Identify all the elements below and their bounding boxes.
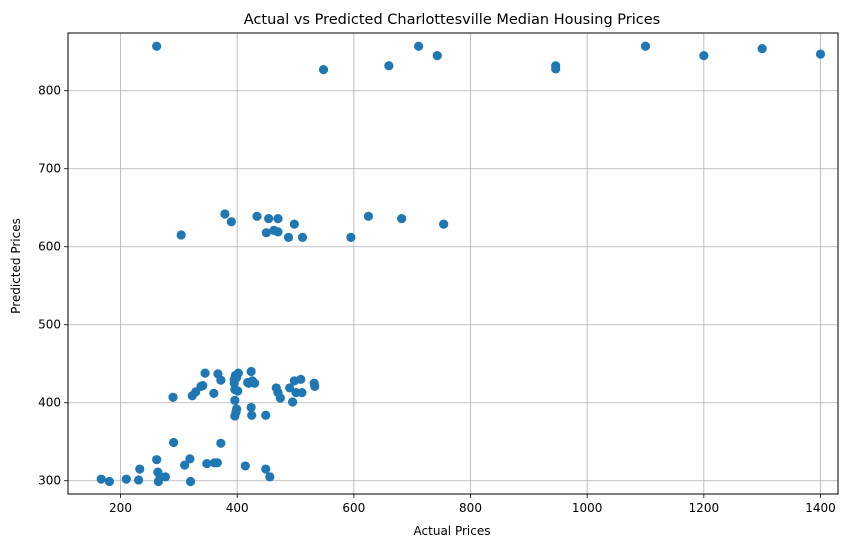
scatter-point xyxy=(230,395,240,405)
scatter-point xyxy=(152,41,162,51)
y-tick-label: 400 xyxy=(38,396,61,410)
y-tick-label: 800 xyxy=(38,84,61,98)
y-axis-ticks: 300 400 500 600 700 800 xyxy=(38,84,68,488)
x-tick-label: 800 xyxy=(459,501,482,515)
scatter-point xyxy=(180,460,190,470)
scatter-point xyxy=(160,472,171,482)
scatter-point xyxy=(168,437,179,448)
x-tick-label: 600 xyxy=(342,501,365,515)
chart-title: Actual vs Predicted Charlottesville Medi… xyxy=(244,12,660,28)
scatter-point xyxy=(289,219,299,229)
scatter-point xyxy=(231,407,241,417)
scatter-point xyxy=(243,377,253,388)
scatter-point xyxy=(384,61,394,71)
scatter-point xyxy=(815,49,826,59)
scatter-point xyxy=(757,44,767,54)
x-tick-label: 1400 xyxy=(805,501,836,515)
y-tick-label: 700 xyxy=(38,162,61,176)
scatter-point xyxy=(152,455,162,465)
x-tick-label: 200 xyxy=(109,501,132,515)
scatter-point xyxy=(432,51,442,61)
plot-frame xyxy=(67,32,839,495)
scatter-point xyxy=(240,461,250,471)
scatter-point xyxy=(265,472,275,482)
scatter-point xyxy=(273,214,283,224)
scatter-point xyxy=(264,214,274,224)
y-tick-label: 500 xyxy=(38,318,61,332)
scatter-point xyxy=(185,476,196,487)
scatter-point xyxy=(209,388,219,398)
scatter-point xyxy=(397,214,407,224)
scatter-point xyxy=(413,41,424,51)
scatter-point xyxy=(287,397,298,407)
scatter-point xyxy=(285,383,295,393)
scatter-point xyxy=(133,475,144,485)
scatter-point xyxy=(226,217,236,227)
scatter-point xyxy=(104,476,115,487)
scatter-point xyxy=(246,402,256,413)
scatter-point xyxy=(233,368,243,378)
scatter-point xyxy=(318,65,329,75)
y-tick-label: 600 xyxy=(38,240,61,254)
scatter-point xyxy=(176,230,186,240)
scatter-point xyxy=(250,378,260,388)
scatter-point xyxy=(220,209,230,219)
y-tick-label: 300 xyxy=(38,474,61,488)
x-tick-label: 1000 xyxy=(572,501,603,515)
scatter-point xyxy=(551,64,561,74)
grid-lines xyxy=(68,33,838,494)
scatter-point xyxy=(200,368,210,378)
scatter-point xyxy=(246,366,256,377)
scatter-point xyxy=(699,51,709,61)
x-tick-label: 400 xyxy=(226,501,249,515)
scatter-point xyxy=(273,227,283,237)
scatter-point xyxy=(121,474,131,484)
scatter-point xyxy=(261,228,271,238)
scatter-point xyxy=(96,474,106,484)
x-tick-label: 1200 xyxy=(689,501,720,515)
scatter-point xyxy=(212,458,222,468)
scatter-point xyxy=(297,387,307,398)
scatter-point xyxy=(275,393,285,403)
scatter-point xyxy=(216,375,226,385)
scatter-point xyxy=(247,410,257,420)
scatter-point xyxy=(439,219,449,229)
x-axis-label: Actual Prices xyxy=(414,524,491,538)
scatter-point xyxy=(346,232,356,242)
scatter-point xyxy=(640,41,651,51)
scatter-point xyxy=(168,392,178,402)
scatter-point xyxy=(233,386,243,396)
scatter-point xyxy=(283,232,294,242)
scatter-point xyxy=(252,211,262,221)
scatter-point xyxy=(363,211,374,221)
scatter-point xyxy=(310,381,320,391)
scatter-point xyxy=(216,438,226,448)
scatter-point xyxy=(261,410,271,420)
scatter-point xyxy=(198,380,208,391)
scatter-point xyxy=(135,464,145,474)
scatter-point xyxy=(296,374,306,384)
scatter-point xyxy=(185,454,195,464)
data-points xyxy=(96,41,826,487)
scatter-point xyxy=(202,458,212,469)
scatter-point xyxy=(261,464,271,474)
scatter-point xyxy=(297,232,308,242)
y-axis-label: Predicted Prices xyxy=(9,218,23,314)
x-axis-ticks: 200 400 600 800 1000 1200 1400 xyxy=(109,494,836,515)
